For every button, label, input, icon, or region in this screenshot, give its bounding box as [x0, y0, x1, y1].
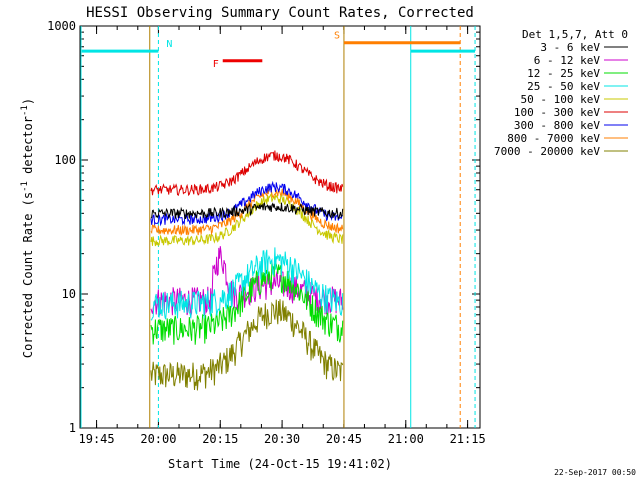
series-line-7 — [150, 187, 344, 237]
y-label-part1: Corrected Count Rate (s — [21, 192, 35, 358]
plot-frame — [79, 25, 481, 429]
y-label-sup1: -1 — [20, 181, 30, 192]
y-label-part3: ) — [21, 98, 35, 105]
series-line-2 — [150, 262, 344, 345]
flag-label: F — [213, 59, 219, 70]
series-line-5 — [150, 150, 344, 197]
series-line-0 — [150, 202, 344, 220]
plot-area: 1 10 100 1000 19:45 20:00 20:15 20:30 20:45 21:00… — [47, 19, 486, 446]
legend-label: 3 - 6 keV — [540, 41, 600, 54]
y-label-sup2: -1 — [20, 105, 30, 116]
legend-header: Det 1,5,7, Att 0 — [522, 28, 628, 41]
chart-title: HESSI Observing Summary Count Rates, Cor… — [86, 5, 474, 21]
series-line-8 — [150, 299, 344, 391]
legend-label: 50 - 100 keV — [521, 93, 601, 106]
flag-label: N — [166, 39, 172, 50]
legend-label: 6 - 12 keV — [534, 54, 601, 67]
y-label-part2: detector — [21, 116, 35, 181]
footer-date: 22-Sep-2017 00:50 — [554, 468, 636, 477]
series-line-3 — [150, 247, 344, 321]
legend-label: 12 - 25 keV — [527, 67, 600, 80]
series-line-4 — [150, 192, 344, 247]
y-tick-label: 1 — [69, 421, 76, 435]
legend-label: 100 - 300 keV — [514, 106, 600, 119]
x-tick-label: 20:45 — [326, 432, 362, 446]
y-tick-label: 100 — [54, 153, 76, 167]
x-tick-label: 20:15 — [202, 432, 238, 446]
legend-label: 25 - 50 keV — [527, 80, 600, 93]
legend-label: 800 - 7000 keV — [507, 132, 600, 145]
x-tick-label: 21:00 — [388, 432, 424, 446]
legend-label: 7000 - 20000 keV — [494, 145, 600, 158]
x-axis-label: Start Time (24-Oct-15 19:41:02) — [168, 457, 392, 471]
x-tick-label: 19:45 — [79, 432, 115, 446]
legend-label: 300 - 800 keV — [514, 119, 600, 132]
y-tick-label: 10 — [62, 287, 76, 301]
y-tick-label: 1000 — [47, 19, 76, 33]
x-tick-label: 21:15 — [450, 432, 486, 446]
y-axis-label: Corrected Count Rate (s-1 detector-1) — [20, 98, 35, 358]
flag-label: S — [334, 31, 340, 42]
x-tick-label: 20:30 — [264, 432, 300, 446]
x-tick-label: 20:00 — [140, 432, 176, 446]
